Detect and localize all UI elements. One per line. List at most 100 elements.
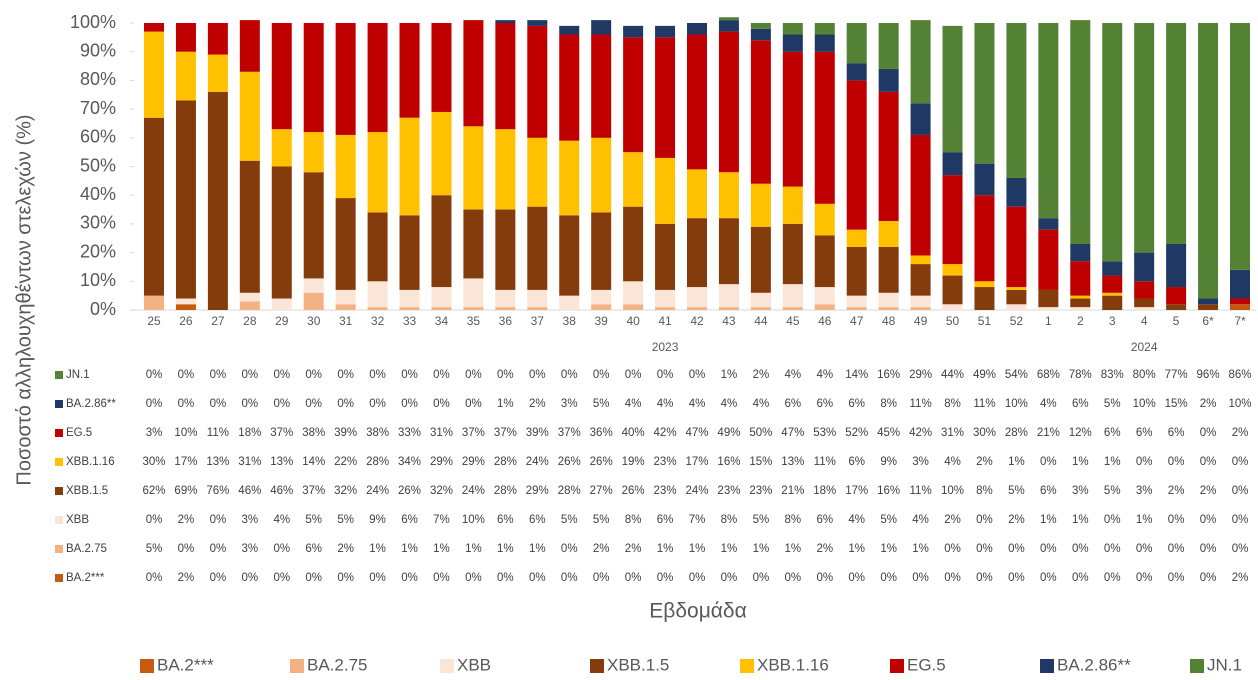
table-cell: 0% xyxy=(1168,572,1185,584)
table-cell: 10% xyxy=(462,514,485,526)
table-cell: 0% xyxy=(1104,514,1121,526)
bar-segment xyxy=(1134,23,1155,253)
bar-segment xyxy=(687,307,707,310)
table-cell: 37% xyxy=(302,485,325,497)
bar-segment xyxy=(175,51,196,101)
table-cell: 0% xyxy=(401,398,418,410)
table-cell: 1% xyxy=(1008,456,1025,468)
table-cell: 4% xyxy=(721,398,738,410)
table-cell: 2% xyxy=(178,572,195,584)
table-cell: 6% xyxy=(657,514,674,526)
bar-segment xyxy=(303,278,324,293)
table-cell: 10% xyxy=(174,427,197,439)
bar-segment xyxy=(144,31,164,118)
bar-segment xyxy=(750,307,771,310)
table-cell: 1% xyxy=(401,543,418,555)
table-cell: 46% xyxy=(238,485,261,497)
table-cell: 3% xyxy=(242,543,259,555)
table-cell: 83% xyxy=(1101,369,1124,381)
table-cell: 26% xyxy=(398,485,421,497)
table-cell: 8% xyxy=(625,514,642,526)
x-tick-label: 28 xyxy=(243,314,257,328)
table-series-label: BA.2*** xyxy=(66,572,105,584)
bar-segment xyxy=(878,246,899,293)
table-cell: 0% xyxy=(1136,456,1153,468)
x-tick-label: 35 xyxy=(467,314,481,328)
bar-segment xyxy=(846,229,867,247)
x-tick-label: 52 xyxy=(1010,314,1024,328)
table-cell: 4% xyxy=(657,398,674,410)
table-cell: 2% xyxy=(1200,485,1217,497)
bar-segment xyxy=(144,117,164,296)
bar-segment xyxy=(591,212,612,290)
bar-segment xyxy=(974,195,995,282)
table-cell: 10% xyxy=(1005,398,1028,410)
bar-segment xyxy=(687,169,707,219)
table-cell: 1% xyxy=(433,543,450,555)
table-cell: 0% xyxy=(753,572,770,584)
bar-segment xyxy=(1166,243,1187,288)
table-cell: 0% xyxy=(178,543,195,555)
table-cell: 18% xyxy=(813,485,836,497)
bar-segment xyxy=(687,23,707,35)
bar-segment xyxy=(878,68,899,92)
table-cell: 47% xyxy=(781,427,804,439)
table-legend-key xyxy=(55,516,63,524)
bar-segment xyxy=(718,31,739,173)
table-cell: 0% xyxy=(625,369,642,381)
table-cell: 29% xyxy=(526,485,549,497)
bar-segment xyxy=(623,304,644,310)
table-cell: 37% xyxy=(462,427,485,439)
bar-segment xyxy=(687,218,707,288)
x-tick-label: 46 xyxy=(818,314,832,328)
x-tick-label: 49 xyxy=(914,314,928,328)
table-cell: 8% xyxy=(944,398,961,410)
table-cell: 39% xyxy=(526,427,549,439)
bar-segment xyxy=(591,137,612,213)
bar-segment xyxy=(846,295,867,308)
table-cell: 0% xyxy=(1040,456,1057,468)
table-cell: 0% xyxy=(1200,514,1217,526)
table-cell: 12% xyxy=(1069,427,1092,439)
x-tick-label: 6* xyxy=(1202,314,1214,328)
table-cell: 9% xyxy=(880,456,897,468)
table-cell: 37% xyxy=(270,427,293,439)
table-cell: 36% xyxy=(590,427,613,439)
bar-segment xyxy=(846,246,867,296)
table-series-label: XBB.1.5 xyxy=(66,485,108,497)
bar-segment xyxy=(1198,304,1219,310)
bar-segment xyxy=(910,264,931,296)
bar-segment xyxy=(175,23,196,52)
table-cell: 0% xyxy=(529,572,546,584)
table-cell: 3% xyxy=(561,398,578,410)
bar-segment xyxy=(782,284,803,308)
bar-segment xyxy=(335,134,356,199)
bar-segment xyxy=(718,20,739,32)
table-cell: 1% xyxy=(785,543,802,555)
x-tick-label: 41 xyxy=(658,314,672,328)
table-cell: 4% xyxy=(689,398,706,410)
bar-segment xyxy=(527,307,548,310)
bar-segment xyxy=(1102,23,1123,262)
table-cell: 6% xyxy=(1168,427,1185,439)
bar-segment xyxy=(750,28,771,41)
bar-segment xyxy=(559,25,580,35)
table-cell: 15% xyxy=(749,456,772,468)
bar-segment xyxy=(463,307,484,310)
x-tick-label: 1 xyxy=(1045,314,1052,328)
bar-segment xyxy=(942,152,963,176)
table-cell: 16% xyxy=(877,485,900,497)
table-cell: 7% xyxy=(689,514,706,526)
table-cell: 6% xyxy=(1104,427,1121,439)
bar-segment xyxy=(1134,281,1155,299)
table-cell: 26% xyxy=(558,456,581,468)
table-cell: 0% xyxy=(1200,456,1217,468)
table-cell: 32% xyxy=(430,485,453,497)
bar-segment xyxy=(367,132,388,213)
table-cell: 21% xyxy=(781,485,804,497)
table-cell: 4% xyxy=(816,369,833,381)
table-legend-key xyxy=(55,545,63,553)
x-tick-label: 39 xyxy=(594,314,608,328)
bar-segment xyxy=(1006,287,1027,290)
table-legend-key xyxy=(55,487,63,495)
